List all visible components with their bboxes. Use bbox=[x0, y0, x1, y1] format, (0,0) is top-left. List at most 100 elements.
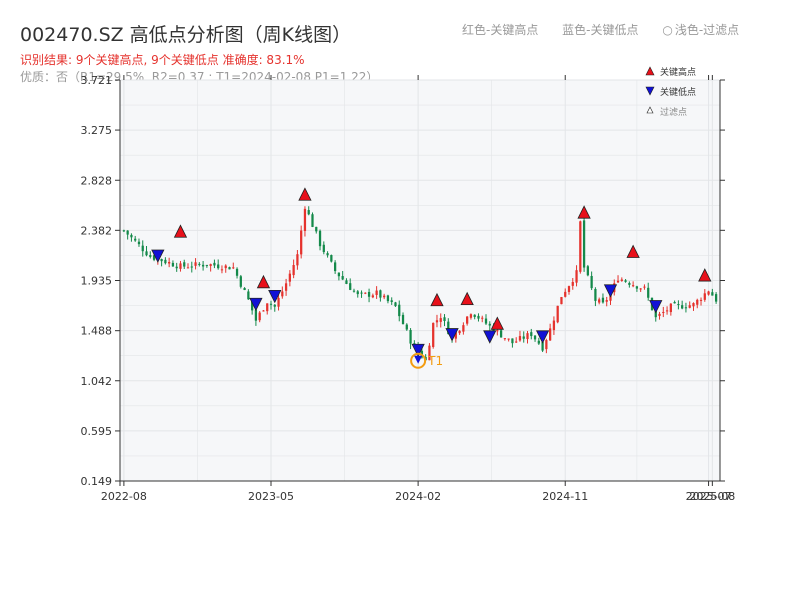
key-low-marker bbox=[151, 249, 165, 263]
candle bbox=[292, 259, 295, 279]
candle-body bbox=[522, 336, 525, 339]
candle-body bbox=[220, 269, 224, 271]
key-high-marker bbox=[698, 268, 712, 282]
candle bbox=[409, 328, 412, 350]
candle bbox=[590, 271, 593, 291]
candle-body bbox=[137, 241, 141, 245]
candle-body bbox=[296, 254, 299, 266]
candle-body bbox=[405, 324, 408, 330]
candle bbox=[235, 267, 239, 279]
candle-body bbox=[273, 304, 276, 307]
candle-body bbox=[541, 342, 544, 351]
candle-body bbox=[481, 317, 484, 319]
candle bbox=[258, 311, 261, 323]
candle bbox=[288, 270, 291, 287]
chart-title: 002470.SZ 高低点分析图（周K线图） bbox=[20, 24, 352, 46]
candle-body bbox=[330, 255, 333, 262]
candle bbox=[160, 258, 163, 267]
candle-body bbox=[556, 305, 559, 323]
candle bbox=[352, 288, 356, 293]
legend-low-label: 关键低点 bbox=[660, 86, 696, 98]
candle bbox=[575, 265, 578, 287]
candle-body bbox=[266, 303, 269, 312]
candle-body bbox=[594, 288, 597, 301]
candle-body bbox=[386, 295, 390, 302]
candle bbox=[681, 300, 684, 310]
key-low-marker bbox=[249, 297, 263, 312]
candle bbox=[243, 287, 246, 291]
candle-body bbox=[530, 332, 533, 337]
candle bbox=[311, 212, 314, 228]
candle-body bbox=[469, 314, 473, 318]
candle bbox=[183, 259, 186, 270]
candle-body bbox=[164, 259, 167, 264]
candle bbox=[533, 335, 537, 342]
candle-body bbox=[665, 310, 669, 312]
candle-body bbox=[311, 214, 314, 227]
candle-body bbox=[628, 282, 631, 285]
candle-body bbox=[360, 292, 363, 294]
candle-body bbox=[213, 262, 216, 266]
candle-body bbox=[303, 208, 307, 231]
y-tick-label: 3.275 bbox=[81, 124, 113, 137]
candle-body bbox=[394, 302, 397, 307]
candle-body bbox=[371, 295, 374, 298]
candle-body bbox=[684, 307, 688, 309]
candle bbox=[277, 292, 280, 311]
candle-body bbox=[635, 286, 639, 289]
candle-body bbox=[499, 330, 503, 338]
candle bbox=[164, 257, 167, 265]
candle bbox=[605, 296, 608, 307]
candle bbox=[318, 229, 322, 251]
candle-body bbox=[209, 264, 212, 266]
y-tick-label: 1.488 bbox=[81, 325, 113, 338]
candle bbox=[367, 288, 371, 303]
candle-body bbox=[586, 266, 589, 276]
candle-body bbox=[277, 297, 280, 307]
candle bbox=[443, 314, 446, 327]
candle-body bbox=[447, 321, 450, 335]
candle bbox=[635, 285, 639, 292]
candle bbox=[707, 290, 710, 296]
candle-body bbox=[398, 304, 401, 317]
candle bbox=[341, 270, 344, 281]
candle-body bbox=[624, 280, 627, 282]
candle-body bbox=[126, 230, 129, 235]
candle-body bbox=[477, 315, 480, 319]
candle bbox=[413, 340, 416, 345]
candle-body bbox=[149, 255, 152, 257]
y-tick-label: 0.149 bbox=[81, 475, 113, 488]
candle bbox=[364, 292, 367, 295]
candle-body bbox=[232, 267, 235, 269]
candle bbox=[511, 338, 514, 348]
candle-body bbox=[205, 264, 209, 266]
candle-body bbox=[364, 292, 367, 294]
candle bbox=[405, 323, 408, 331]
key-high-marker bbox=[626, 244, 640, 258]
candle bbox=[469, 313, 473, 320]
y-tick-label: 0.595 bbox=[81, 425, 113, 438]
candle-body bbox=[122, 230, 126, 232]
candle bbox=[122, 229, 126, 232]
annotation-label: T1 bbox=[427, 354, 443, 368]
candle-body bbox=[496, 330, 499, 332]
candle-body bbox=[488, 323, 491, 326]
candle-body bbox=[677, 304, 680, 306]
candle-body bbox=[235, 268, 239, 276]
candle-body bbox=[175, 266, 178, 269]
candle bbox=[669, 303, 672, 316]
y-tick-label: 3.721 bbox=[81, 74, 113, 87]
candle bbox=[552, 316, 556, 335]
candle bbox=[398, 300, 401, 322]
candle-body bbox=[224, 265, 227, 269]
candle-body bbox=[375, 290, 378, 295]
candle-body bbox=[620, 279, 623, 281]
candle bbox=[526, 330, 529, 344]
candle-body bbox=[201, 264, 205, 267]
candle-body bbox=[341, 276, 344, 280]
candle bbox=[179, 260, 182, 272]
candle-body bbox=[258, 312, 261, 321]
candle-body bbox=[484, 318, 488, 324]
candle-body bbox=[134, 238, 137, 241]
key-high-marker bbox=[430, 292, 444, 307]
